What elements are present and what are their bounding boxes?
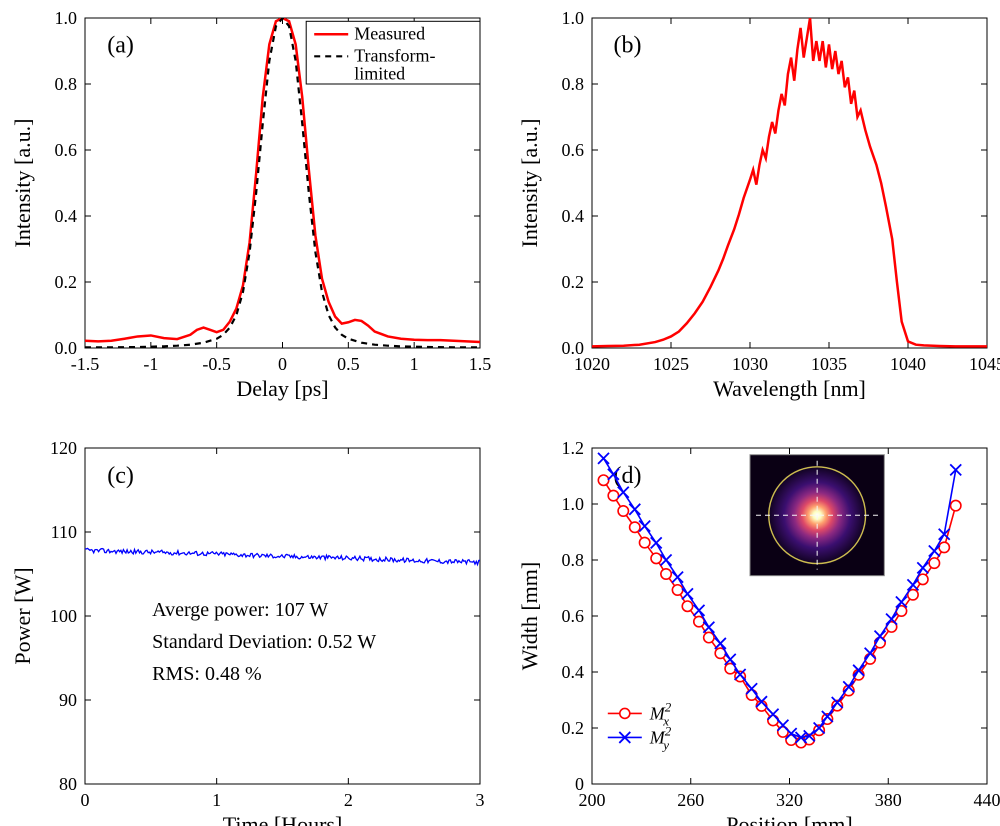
svg-text:0.0: 0.0 xyxy=(562,338,585,358)
svg-text:limited: limited xyxy=(354,63,405,83)
svg-text:120: 120 xyxy=(50,438,77,458)
svg-text:Position [mm]: Position [mm] xyxy=(726,812,853,826)
svg-text:(a): (a) xyxy=(107,32,134,58)
svg-text:0.4: 0.4 xyxy=(562,662,585,682)
svg-text:1: 1 xyxy=(212,790,221,810)
svg-text:380: 380 xyxy=(875,790,902,810)
svg-text:0.4: 0.4 xyxy=(55,206,78,226)
svg-text:(b): (b) xyxy=(614,32,642,58)
svg-text:(d): (d) xyxy=(614,463,642,489)
svg-text:320: 320 xyxy=(776,790,803,810)
svg-text:100: 100 xyxy=(50,606,77,626)
svg-text:1.5: 1.5 xyxy=(469,354,492,374)
svg-text:1.0: 1.0 xyxy=(562,494,585,514)
svg-text:0: 0 xyxy=(278,354,287,374)
svg-text:1: 1 xyxy=(410,354,419,374)
svg-text:0.8: 0.8 xyxy=(55,74,78,94)
svg-text:0.6: 0.6 xyxy=(562,140,585,160)
svg-text:-1: -1 xyxy=(143,354,158,374)
svg-text:2: 2 xyxy=(344,790,353,810)
svg-text:0.5: 0.5 xyxy=(337,354,360,374)
svg-text:-0.5: -0.5 xyxy=(202,354,231,374)
svg-text:90: 90 xyxy=(59,690,77,710)
svg-text:(c): (c) xyxy=(107,463,134,489)
svg-text:Intensity [a.u.]: Intensity [a.u.] xyxy=(10,119,35,248)
svg-text:0.2: 0.2 xyxy=(55,272,78,292)
svg-text:Intensity [a.u.]: Intensity [a.u.] xyxy=(517,119,542,248)
svg-text:1.0: 1.0 xyxy=(562,8,585,28)
beam-profile-inset xyxy=(750,455,884,576)
svg-text:0.2: 0.2 xyxy=(562,272,585,292)
svg-text:1.2: 1.2 xyxy=(562,438,585,458)
svg-text:0.6: 0.6 xyxy=(562,606,585,626)
svg-text:1.0: 1.0 xyxy=(55,8,78,28)
svg-text:Averge power: 107 W: Averge power: 107 W xyxy=(152,599,328,621)
svg-text:1035: 1035 xyxy=(811,354,847,374)
svg-text:3: 3 xyxy=(476,790,485,810)
svg-text:0.0: 0.0 xyxy=(55,338,78,358)
svg-text:1040: 1040 xyxy=(890,354,926,374)
svg-text:Power [W]: Power [W] xyxy=(10,567,35,664)
svg-text:Wavelength [nm]: Wavelength [nm] xyxy=(713,376,866,401)
svg-text:0.2: 0.2 xyxy=(562,718,585,738)
svg-text:0.4: 0.4 xyxy=(562,206,585,226)
svg-text:1030: 1030 xyxy=(732,354,768,374)
svg-text:1045: 1045 xyxy=(969,354,1000,374)
svg-text:Width [mm]: Width [mm] xyxy=(517,562,542,671)
svg-text:1025: 1025 xyxy=(653,354,689,374)
svg-text:RMS: 0.48 %: RMS: 0.48 % xyxy=(152,663,261,685)
svg-text:0.8: 0.8 xyxy=(562,74,585,94)
svg-text:Delay [ps]: Delay [ps] xyxy=(236,376,328,401)
svg-text:440: 440 xyxy=(974,790,1000,810)
svg-text:Time [Hours]: Time [Hours] xyxy=(223,812,343,826)
svg-text:Standard Deviation: 0.52 W: Standard Deviation: 0.52 W xyxy=(152,631,376,653)
svg-text:260: 260 xyxy=(677,790,704,810)
svg-text:Transform-: Transform- xyxy=(354,45,435,65)
svg-text:Measured: Measured xyxy=(354,23,425,43)
svg-text:0: 0 xyxy=(575,774,584,794)
svg-text:0.8: 0.8 xyxy=(562,550,585,570)
figure: -1.5-1-0.500.511.50.00.20.40.60.81.0Dela… xyxy=(0,0,1000,826)
svg-text:80: 80 xyxy=(59,774,77,794)
svg-text:0.6: 0.6 xyxy=(55,140,78,160)
svg-text:110: 110 xyxy=(51,522,77,542)
svg-text:0: 0 xyxy=(81,790,90,810)
